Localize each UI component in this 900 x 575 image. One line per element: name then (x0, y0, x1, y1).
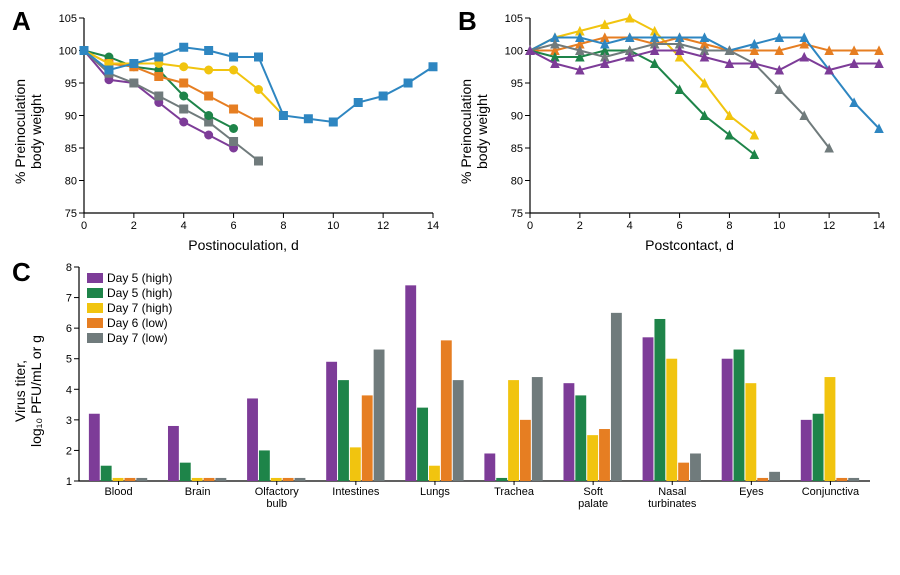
panel-c-ylabel: Virus titer, log₁₀ PFU/mL or g (10, 261, 46, 521)
panel-a: A % Preinoculation body weight 758085909… (10, 10, 444, 253)
svg-text:Olfactory: Olfactory (255, 486, 300, 498)
svg-text:Day 6 (low): Day 6 (low) (107, 316, 168, 330)
svg-text:Conjunctiva: Conjunctiva (802, 486, 860, 498)
svg-text:10: 10 (773, 220, 785, 232)
svg-text:8: 8 (726, 220, 732, 232)
panel-c-chart: 1 2 3 4 5 6 7 8 Blood Brain Olfactorybulb Intestine… (46, 261, 876, 521)
svg-text:Day 5 (high): Day 5 (high) (107, 271, 172, 285)
svg-text:105: 105 (59, 13, 77, 25)
svg-text:3: 3 (66, 415, 72, 427)
svg-text:90: 90 (65, 111, 77, 123)
svg-text:Nasal: Nasal (658, 486, 686, 498)
svg-text:Brain: Brain (185, 486, 211, 498)
svg-text:85: 85 (65, 143, 77, 155)
svg-text:12: 12 (377, 220, 389, 232)
svg-text:2: 2 (131, 220, 137, 232)
svg-text:bulb: bulb (266, 498, 287, 510)
panel-b-chart: 75 80 85 90 95 100 105 0 2 4 6 8 10 12 14 (492, 10, 887, 235)
svg-text:95: 95 (65, 78, 77, 90)
svg-text:90: 90 (511, 111, 523, 123)
svg-text:palate: palate (578, 498, 608, 510)
svg-text:4: 4 (627, 220, 633, 232)
panel-a-ylabel: % Preinoculation body weight (10, 10, 46, 253)
svg-text:turbinates: turbinates (648, 498, 697, 510)
svg-text:105: 105 (505, 13, 523, 25)
svg-text:80: 80 (65, 176, 77, 188)
svg-text:85: 85 (511, 143, 523, 155)
svg-text:Day 5 (high): Day 5 (high) (107, 286, 172, 300)
svg-text:100: 100 (59, 46, 77, 58)
panel-a-xlabel: Postinoculation, d (46, 237, 441, 253)
panel-b: B % Preinoculation body weight 758085909… (456, 10, 890, 253)
panel-b-ylabel: % Preinoculation body weight (456, 10, 492, 253)
svg-text:Eyes: Eyes (739, 486, 764, 498)
svg-text:12: 12 (823, 220, 835, 232)
svg-text:Day 7 (high): Day 7 (high) (107, 301, 172, 315)
svg-text:Blood: Blood (104, 486, 132, 498)
panel-a-chart: 75 80 85 90 95 100 105 0 2 4 6 8 10 12 14 (46, 10, 441, 235)
svg-text:Lungs: Lungs (420, 486, 450, 498)
panel-b-xlabel: Postcontact, d (492, 237, 887, 253)
svg-text:95: 95 (511, 78, 523, 90)
svg-text:Soft: Soft (583, 486, 603, 498)
svg-text:6: 6 (677, 220, 683, 232)
svg-text:Trachea: Trachea (494, 486, 535, 498)
svg-text:Day 7 (low): Day 7 (low) (107, 331, 168, 345)
svg-text:14: 14 (427, 220, 439, 232)
svg-text:0: 0 (81, 220, 87, 232)
svg-text:4: 4 (181, 220, 187, 232)
svg-text:6: 6 (66, 323, 72, 335)
svg-text:75: 75 (511, 208, 523, 220)
svg-text:10: 10 (327, 220, 339, 232)
svg-text:100: 100 (505, 46, 523, 58)
svg-text:8: 8 (66, 262, 72, 274)
svg-text:4: 4 (66, 384, 72, 396)
svg-text:2: 2 (66, 445, 72, 457)
svg-text:5: 5 (66, 354, 72, 366)
svg-text:Intestines: Intestines (332, 486, 380, 498)
svg-text:0: 0 (527, 220, 533, 232)
panel-c: C Virus titer, log₁₀ PFU/mL or g 1234567… (10, 261, 890, 521)
svg-text:2: 2 (577, 220, 583, 232)
svg-text:1: 1 (66, 476, 72, 488)
svg-text:14: 14 (873, 220, 885, 232)
svg-text:8: 8 (280, 220, 286, 232)
svg-text:80: 80 (511, 176, 523, 188)
svg-text:7: 7 (66, 293, 72, 305)
svg-text:75: 75 (65, 208, 77, 220)
svg-text:6: 6 (231, 220, 237, 232)
